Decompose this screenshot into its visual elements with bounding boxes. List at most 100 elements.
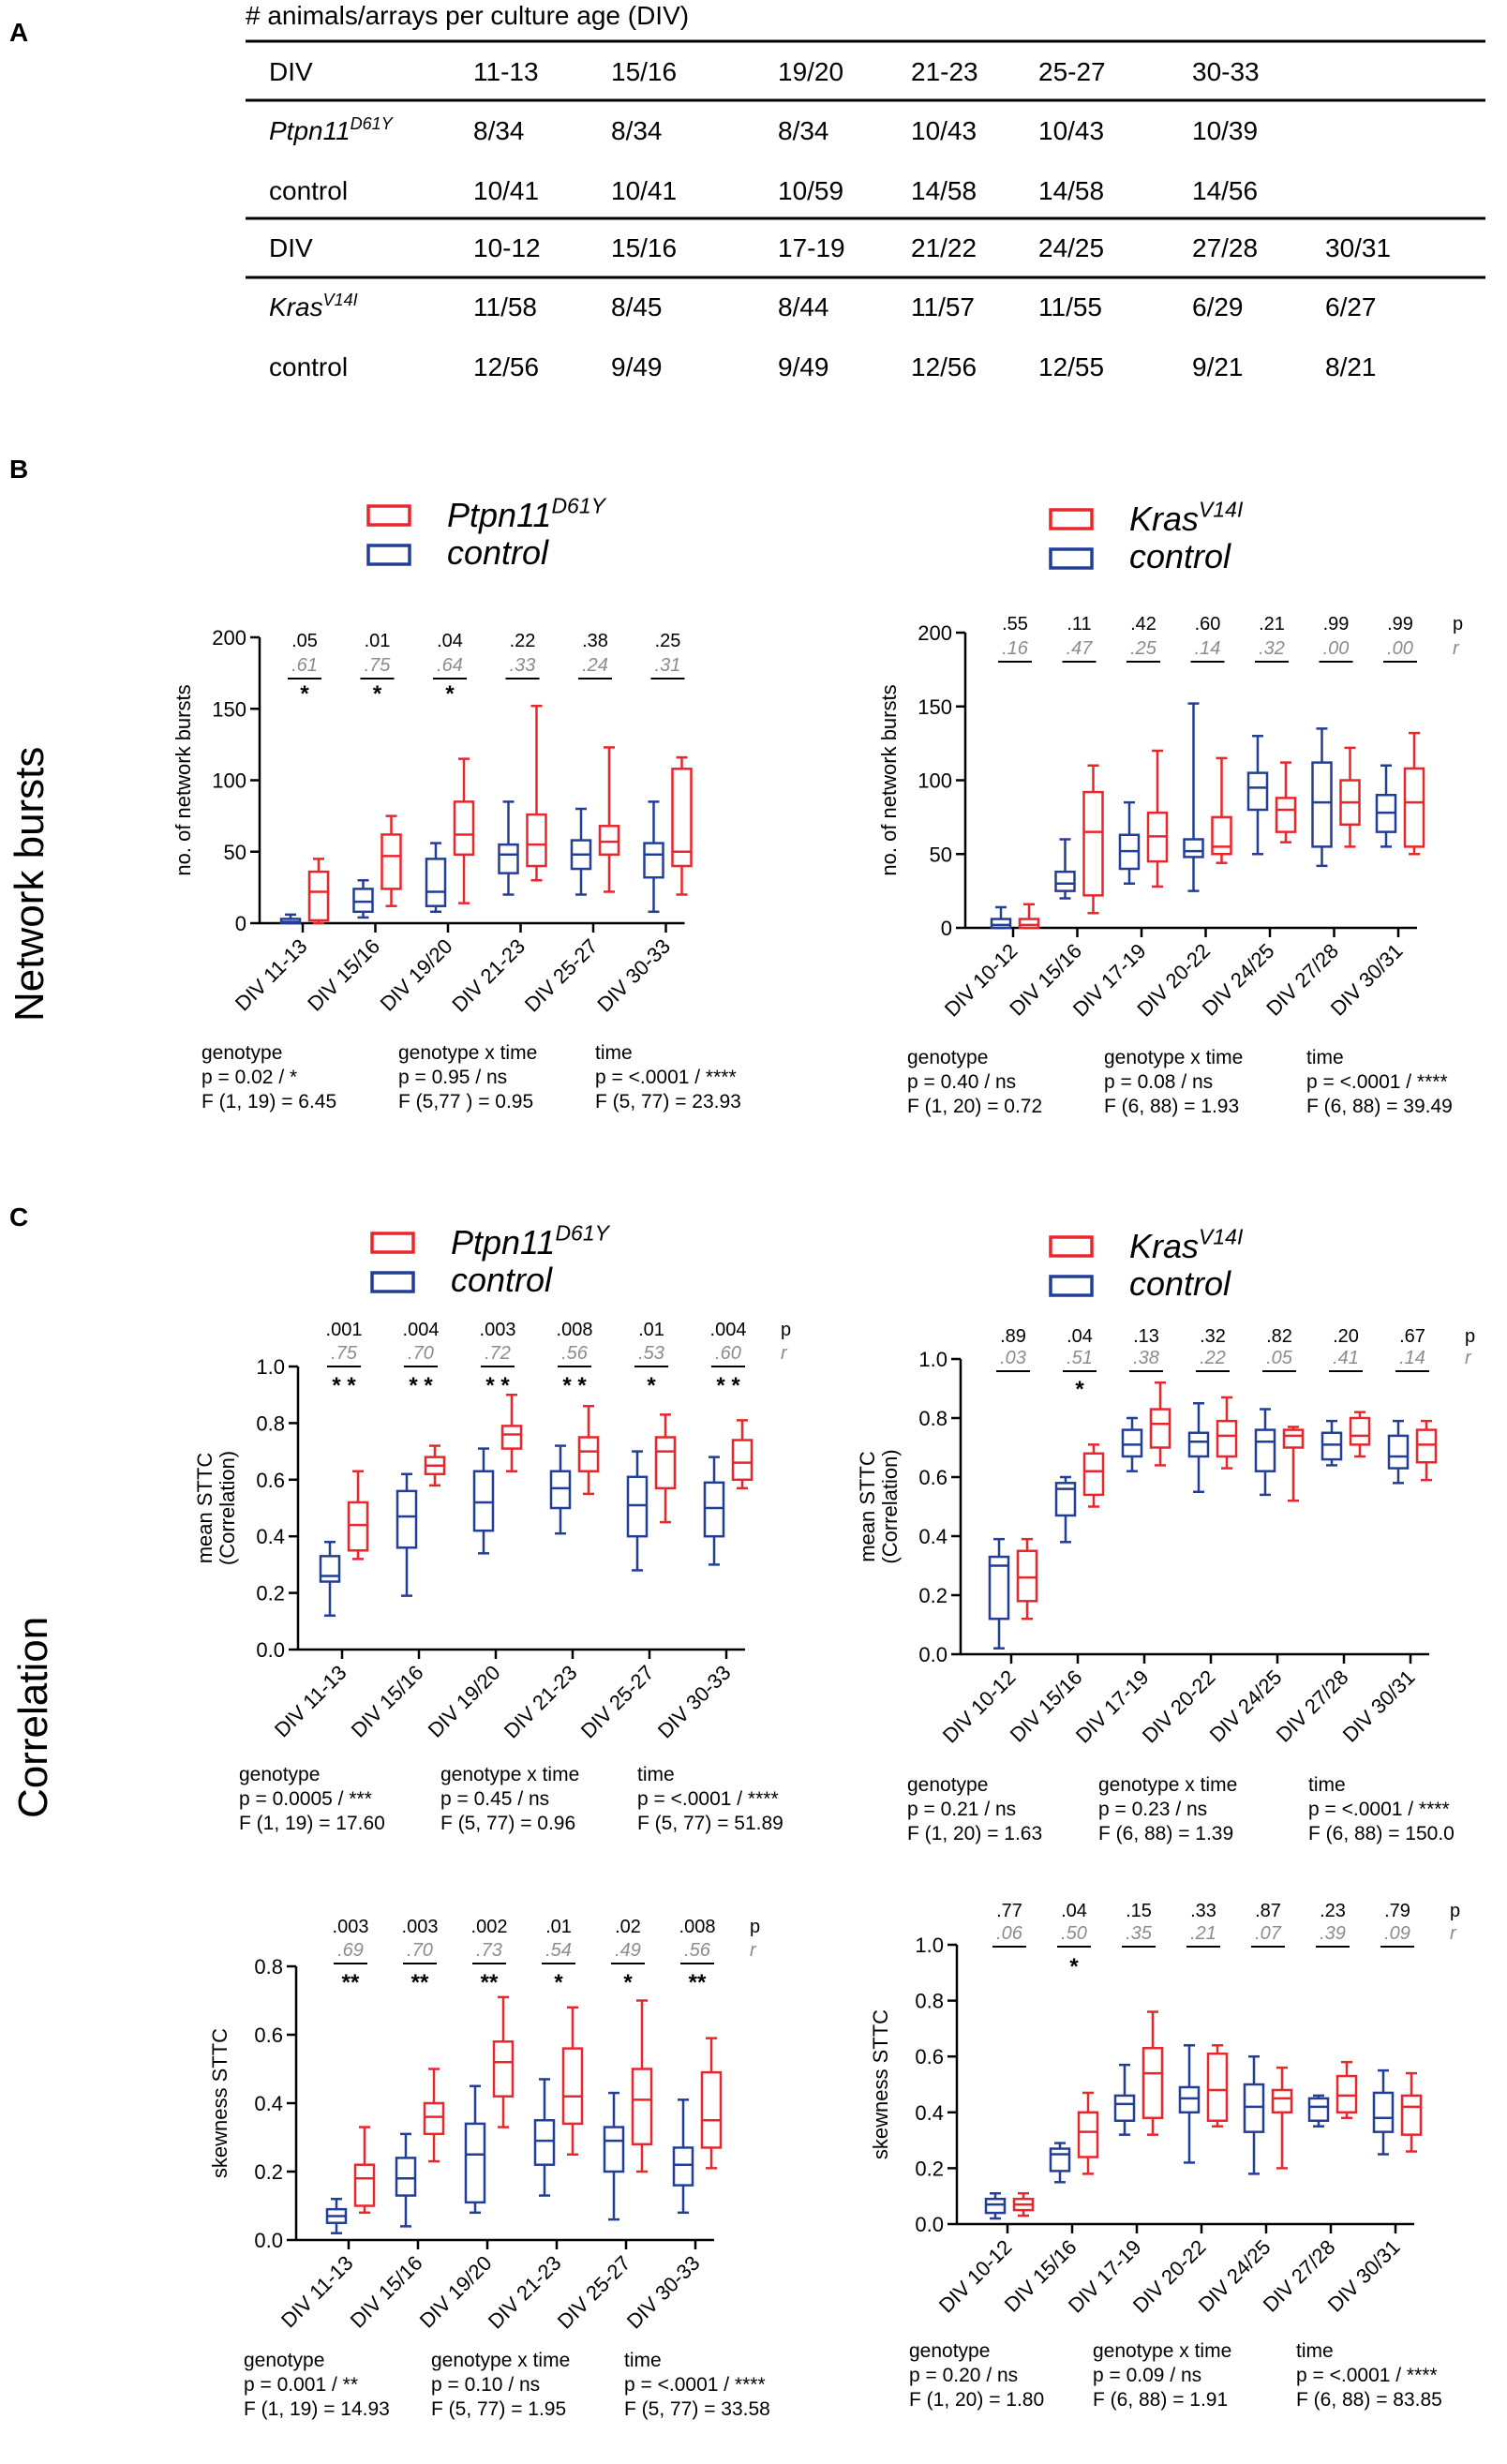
significance-mark: * * [485, 1373, 510, 1398]
stats-f: F (5, 77) = 23.93 [595, 1091, 741, 1113]
box-body [1049, 2147, 1071, 2173]
panel-label-b: B [9, 455, 28, 484]
x-tick-label: DIV 15/16 [347, 1661, 428, 1742]
y-tick-label: 0.2 [256, 1582, 285, 1605]
table-header-cell: 19/20 [778, 57, 843, 86]
box-body [353, 2163, 376, 2207]
table-header-cell: 21/22 [911, 233, 977, 262]
box-body [1206, 2052, 1229, 2122]
box-body [307, 870, 330, 922]
stats-p: p = <.0001 / **** [595, 1067, 737, 1088]
p-value: .42 [1130, 614, 1156, 635]
legend-mutant-label: KrasV14I [1129, 498, 1244, 538]
stats-title: time [1308, 1774, 1346, 1796]
r-value: .03 [1000, 1348, 1026, 1368]
legend-mutant-swatch [1049, 1235, 1094, 1258]
significance-mark: * [1075, 1377, 1084, 1402]
p-value: .008 [679, 1917, 716, 1937]
p-value: .01 [638, 1320, 664, 1340]
p-label: p [781, 1320, 791, 1340]
r-value: .56 [684, 1940, 711, 1961]
y-tick-label: 1.0 [915, 1934, 944, 1957]
y-axis-label: no. of network bursts [877, 684, 901, 875]
stats-title: time [624, 2350, 662, 2371]
box-body [1216, 1419, 1238, 1458]
stats-f: F (6, 88) = 1.91 [1093, 2389, 1228, 2411]
box-body [598, 825, 620, 857]
y-axis-label: skewness STTC [208, 2028, 231, 2178]
p-value: .20 [1333, 1326, 1359, 1347]
stats-f: F (5, 77) = 51.89 [637, 1813, 783, 1834]
box-body [561, 2047, 584, 2126]
box-body [347, 1501, 369, 1552]
table-row-label-main: control [269, 176, 348, 205]
p-value: .55 [1002, 614, 1028, 635]
box-body [1082, 1452, 1105, 1497]
table-cell: 8/21 [1325, 352, 1377, 381]
r-value: .21 [1190, 1923, 1216, 1944]
p-value: .003 [402, 1917, 439, 1937]
r-value: .00 [1387, 638, 1413, 659]
r-value: .72 [485, 1343, 511, 1364]
stats-title: genotype x time [1104, 1047, 1243, 1068]
y-tick-label: 0.4 [254, 2092, 283, 2115]
box-body [1307, 2097, 1330, 2122]
table-row-label: KrasV14I [269, 291, 358, 321]
y-tick-label: 0.6 [256, 1469, 285, 1492]
p-value: .01 [545, 1917, 572, 1937]
y-tick-label: 0.4 [915, 2101, 944, 2125]
table-header-cell: 25-27 [1038, 57, 1106, 86]
r-value: .61 [291, 655, 318, 676]
y-tick-label: 0.8 [915, 1990, 944, 2013]
stats-p: p = <.0001 / **** [1306, 1071, 1448, 1093]
significance-mark: * [373, 681, 382, 707]
p-value: .11 [1067, 614, 1091, 635]
stats-title: time [595, 1042, 633, 1064]
y-tick-label: 150 [918, 695, 952, 719]
significance-mark: * [1069, 1954, 1079, 1979]
box-body [1372, 2091, 1395, 2133]
panel-label-a: A [9, 18, 28, 47]
stats-f: F (1, 20) = 1.63 [907, 1823, 1042, 1844]
r-value: .56 [561, 1343, 589, 1364]
box-body [1077, 2111, 1099, 2158]
legend-mutant-label-main: Ptpn11 [451, 1223, 555, 1262]
r-value: .75 [331, 1343, 358, 1364]
y-axis-label-line2: (Correlation) [216, 1451, 239, 1565]
box-body [498, 843, 519, 874]
table-cell: 10/43 [1038, 116, 1104, 145]
x-tick-label: DIV 21-23 [484, 2251, 566, 2334]
y-tick-label: 0.0 [915, 2213, 944, 2236]
stats-title: genotype [239, 1764, 320, 1785]
r-value: .16 [1002, 638, 1029, 659]
table-cell: 10/41 [611, 176, 677, 205]
stats-f: F (6, 88) = 83.85 [1296, 2389, 1442, 2411]
p-label: p [1450, 1901, 1460, 1921]
table-header-cell: 11-13 [473, 57, 539, 86]
box-body [1335, 2074, 1358, 2114]
r-value: .24 [582, 655, 608, 676]
p-value: .008 [557, 1320, 593, 1340]
r-value: .50 [1061, 1923, 1087, 1944]
legend-control-label: control [447, 533, 549, 572]
y-tick-label: 0.2 [915, 2157, 944, 2180]
box-body [533, 2119, 556, 2166]
table-row-label-main: control [269, 352, 348, 381]
r-value: .54 [545, 1940, 572, 1961]
box-body [1121, 1428, 1143, 1458]
box-body [643, 842, 664, 879]
stats-title: genotype x time [440, 1764, 579, 1785]
legend-mutant-label-sup: V14I [1199, 1225, 1244, 1249]
stats-p: p = <.0001 / **** [624, 2374, 766, 2396]
box-body [423, 2101, 445, 2136]
r-value: .53 [638, 1343, 664, 1364]
stats-p: p = <.0001 / **** [637, 1788, 779, 1810]
y-tick-label: 0.6 [918, 1466, 947, 1489]
stats-p: p = 0.001 / ** [244, 2374, 358, 2396]
y-tick-label: 0.2 [918, 1584, 947, 1607]
stats-f: F (1, 19) = 6.45 [201, 1091, 336, 1113]
